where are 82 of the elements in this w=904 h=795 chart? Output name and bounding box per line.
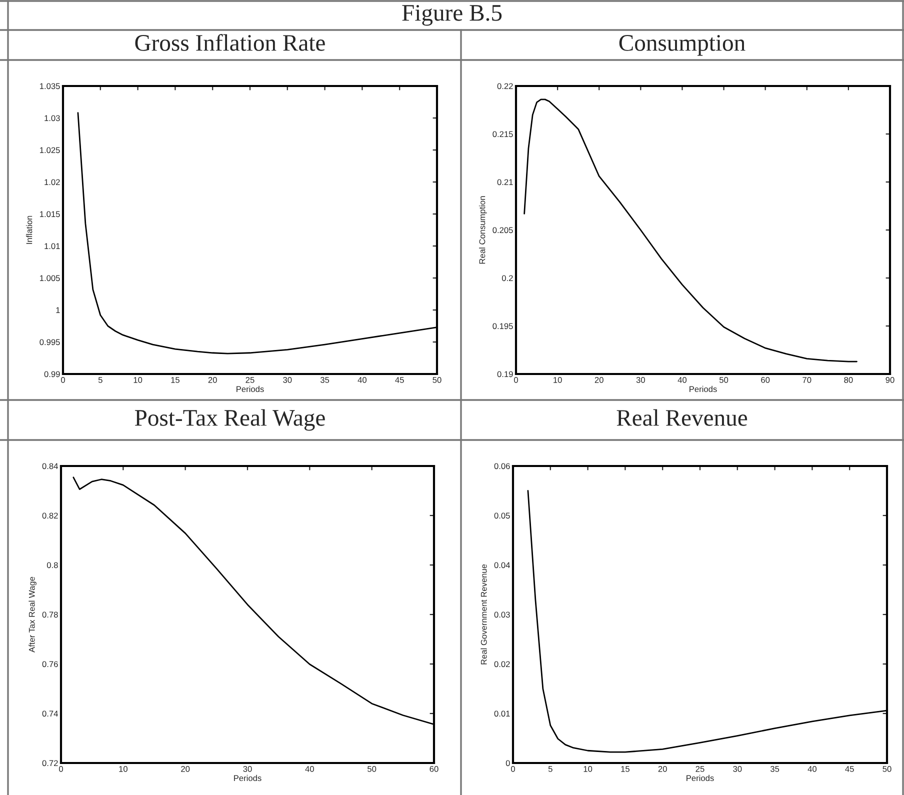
y-tick-label: 0.03: [494, 612, 510, 618]
x-tick-label: 40: [808, 766, 817, 772]
y-tick-label: 0.99: [44, 371, 60, 378]
y-tick-label: 0.05: [494, 512, 510, 519]
x-tick-label: 20: [658, 766, 667, 772]
x-tick-label: 10: [119, 766, 128, 772]
x-tick-label: 45: [395, 377, 404, 383]
y-tick-label: 0.02: [494, 661, 510, 668]
y-tick-label: 1.015: [40, 211, 60, 218]
x-tick-label: 80: [844, 377, 853, 383]
y-axis-title: Inflation: [26, 216, 32, 244]
x-tick-label: 45: [845, 766, 854, 772]
x-tick-label: 20: [208, 377, 217, 383]
y-tick-label: 1.02: [44, 179, 60, 186]
chart-title: Consumption: [619, 35, 746, 56]
y-tick-label: 1.025: [40, 147, 60, 154]
y-axis-title: Real Government Revenue: [480, 564, 487, 664]
x-tick-label: 30: [733, 766, 742, 772]
chart-title: Post-Tax Real Wage: [134, 409, 325, 431]
line-series: [524, 98, 858, 362]
x-axis-title: Periods: [236, 386, 264, 392]
x-tick-label: 35: [320, 377, 330, 383]
x-tick-label: 30: [636, 377, 645, 383]
y-tick-label: 0.78: [42, 612, 58, 618]
x-tick-label: 50: [432, 377, 442, 383]
x-axis-title: Periods: [234, 774, 262, 782]
y-tick-label: 0.205: [492, 227, 513, 234]
x-tick-label: 50: [368, 766, 376, 772]
y-tick-label: 0.215: [492, 131, 513, 138]
x-tick-label: 70: [802, 377, 812, 383]
chart-title: Real Revenue: [616, 409, 748, 426]
x-tick-label: 40: [358, 377, 367, 383]
x-tick-label: 5: [548, 766, 552, 772]
x-tick-label: 0: [61, 377, 65, 383]
text: Figure B.5: [402, 4, 502, 26]
x-tick-label: 20: [594, 377, 604, 383]
x-tick-label: 5: [98, 377, 102, 383]
y-tick-label: 0.84: [42, 463, 58, 470]
y-tick-label: 0.04: [494, 562, 510, 568]
x-tick-label: 30: [283, 377, 292, 383]
x-tick-label: 15: [171, 377, 180, 383]
x-tick-label: 15: [621, 766, 630, 772]
y-tick-label: 0: [506, 760, 510, 766]
y-tick-label: 0.72: [42, 760, 58, 766]
x-tick-label: 10: [584, 766, 592, 772]
y-tick-label: 0.74: [42, 710, 58, 717]
y-tick-label: 1.035: [40, 83, 60, 90]
x-tick-label: 0: [514, 377, 518, 383]
x-tick-label: 10: [554, 377, 562, 383]
x-tick-label: 50: [882, 766, 892, 772]
y-tick-label: 1.005: [40, 275, 60, 282]
y-tick-label: 0.22: [497, 83, 513, 90]
x-tick-label: 40: [305, 766, 314, 772]
y-tick-label: 0.82: [42, 512, 58, 519]
y-tick-label: 0.21: [497, 179, 513, 186]
y-tick-label: 0.06: [494, 463, 510, 470]
y-tick-label: 0.995: [40, 339, 60, 346]
x-tick-label: 35: [770, 766, 780, 772]
x-tick-label: 20: [181, 766, 190, 772]
y-tick-label: 1.01: [44, 243, 60, 250]
x-axis-title: Periods: [686, 774, 714, 782]
y-axis-title: After Tax Real Wage: [28, 576, 36, 652]
y-axis-title: Real Consumption: [479, 196, 487, 264]
y-tick-label: 1: [56, 307, 60, 314]
y-tick-label: 0.01: [494, 710, 510, 717]
x-tick-label: 90: [886, 377, 894, 383]
y-tick-label: 1.03: [44, 115, 60, 122]
y-tick-label: 0.8: [46, 562, 58, 568]
x-tick-label: 40: [678, 377, 687, 383]
y-tick-label: 0.76: [42, 661, 58, 668]
x-tick-label: 30: [243, 766, 252, 772]
y-tick-label: 0.195: [492, 323, 513, 330]
x-tick-label: 60: [761, 377, 770, 383]
x-tick-label: 50: [719, 377, 728, 383]
chart-title: Gross Inflation Rate: [135, 34, 325, 51]
x-tick-label: 25: [696, 766, 704, 772]
x-tick-label: 10: [134, 377, 142, 383]
y-tick-label: 0.2: [502, 275, 513, 282]
x-tick-label: 60: [430, 766, 438, 772]
y-tick-label: 0.19: [497, 371, 513, 378]
x-axis-title: Periods: [690, 386, 717, 392]
x-tick-label: 25: [246, 377, 254, 383]
